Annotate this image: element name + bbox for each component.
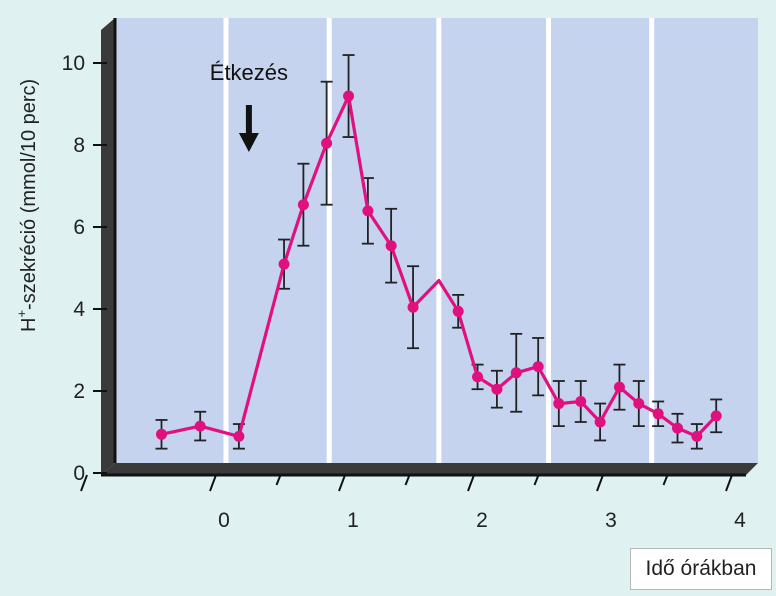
x-minor-tick-0 — [275, 474, 282, 486]
y-tick-label-6: 6 — [73, 216, 85, 239]
x-tick-1 — [338, 474, 346, 492]
separator-4 — [649, 18, 655, 463]
left-shadow — [101, 18, 115, 475]
y-axis-label-rest: -szekréció (mmol/10 perc) — [18, 79, 40, 310]
y-axis-label-sup: + — [14, 310, 29, 318]
separator-2 — [436, 18, 442, 463]
x-ticks: 0 1 2 3 4 — [80, 474, 746, 532]
data-point-0 — [156, 428, 167, 440]
y-tick-label-8: 8 — [73, 134, 85, 157]
plot-shadow — [101, 18, 758, 475]
x-tick-0 — [209, 474, 217, 492]
data-point-24 — [710, 410, 722, 422]
data-point-15 — [532, 361, 544, 373]
data-point-14 — [510, 367, 522, 379]
x-minor-tick-2 — [533, 474, 540, 486]
data-point-5 — [321, 137, 333, 149]
data-point-6 — [343, 90, 355, 102]
data-points — [156, 90, 722, 442]
x-tick-label-3: 3 — [605, 509, 617, 532]
y-tick-label-4: 4 — [73, 298, 85, 321]
down-arrow-icon — [238, 105, 259, 152]
data-point-22 — [672, 422, 683, 434]
data-point-2 — [233, 430, 245, 442]
data-point-18 — [594, 416, 606, 428]
data-point-17 — [575, 396, 587, 407]
y-tick-label-2: 2 — [73, 380, 85, 403]
separator-0 — [223, 18, 229, 463]
data-point-3 — [278, 258, 290, 270]
data-point-11 — [452, 305, 464, 317]
separator-1 — [326, 18, 332, 463]
y-axis-label-main: H — [18, 318, 40, 332]
data-point-19 — [613, 381, 625, 393]
x-minor-tick-3 — [662, 474, 669, 486]
annotation: Étkezés — [210, 60, 288, 152]
data-point-12 — [472, 371, 484, 383]
data-point-9 — [407, 301, 419, 313]
data-point-4 — [297, 199, 309, 211]
x-tick-label-4: 4 — [734, 509, 746, 532]
data-point-20 — [633, 398, 645, 410]
x-minor-tick-1 — [404, 474, 411, 486]
axes — [101, 18, 746, 477]
y-tick-label-10: 10 — [62, 52, 85, 75]
x-tick--1 — [80, 474, 88, 492]
data-point-1 — [194, 420, 206, 432]
data-point-21 — [652, 408, 664, 420]
separator-3 — [546, 18, 551, 463]
data-point-13 — [491, 383, 503, 395]
data-point-7 — [362, 205, 374, 217]
x-tick-3 — [596, 474, 604, 492]
x-tick-label-1: 1 — [347, 509, 359, 532]
x-tick-2 — [467, 474, 475, 492]
data-point-16 — [553, 398, 565, 410]
y-axis-label: H+-szekréció (mmol/10 perc) — [14, 79, 40, 332]
x-tick-label-2: 2 — [476, 509, 488, 532]
data-point-8 — [385, 240, 397, 252]
x-axis-label: Idő órákban — [630, 548, 772, 590]
y-tick-label-0: 0 — [73, 462, 85, 485]
annotation-label: Étkezés — [210, 60, 288, 85]
x-tick-4 — [725, 474, 733, 492]
x-tick-label-0: 0 — [218, 509, 230, 532]
bottom-shadow — [101, 463, 758, 475]
band-separators — [223, 18, 655, 463]
data-point-23 — [691, 430, 703, 442]
y-ticks: 0 2 4 6 8 10 — [62, 52, 107, 485]
